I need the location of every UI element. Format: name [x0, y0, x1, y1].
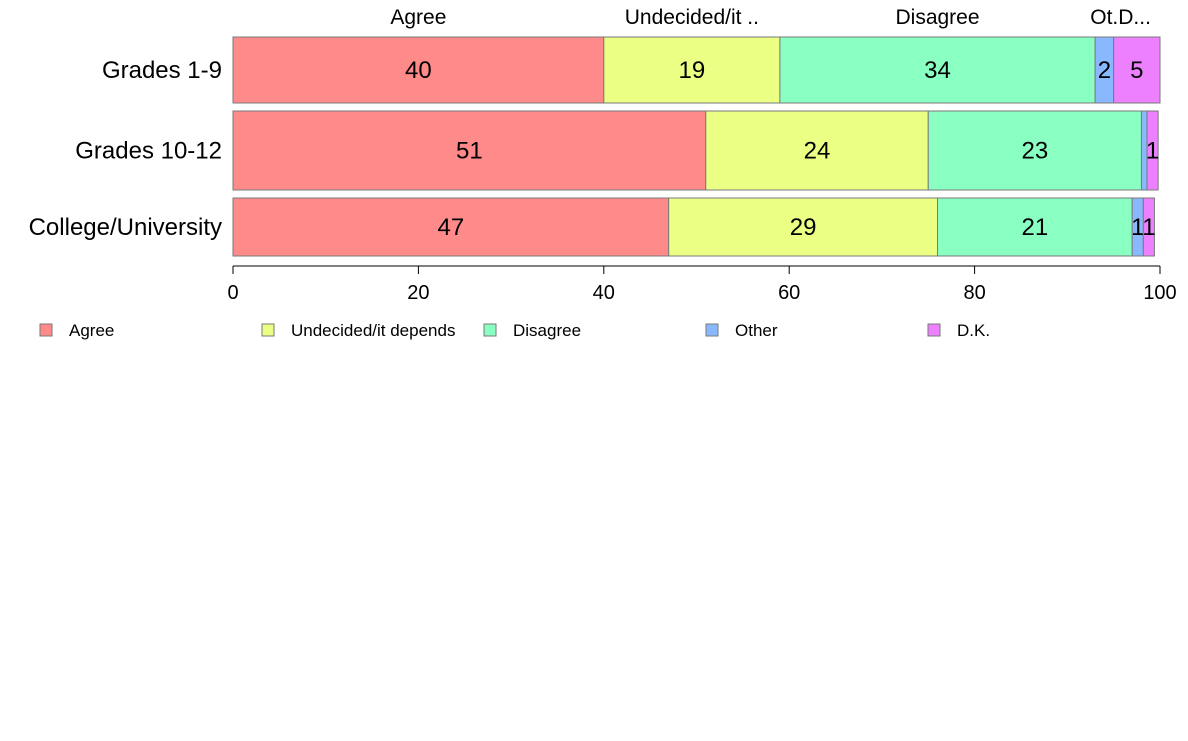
- top-series-label: Undecided/it ..: [625, 6, 759, 29]
- legend-swatch: [927, 323, 941, 337]
- data-label: 34: [924, 57, 951, 84]
- top-labels: Agree Undecided/it .. Disagree Ot.D...: [390, 6, 1151, 29]
- legend-label: Undecided/it depends: [291, 321, 455, 340]
- bar-segment: [232, 110, 707, 191]
- data-label: 21: [1022, 214, 1049, 241]
- data-label: 19: [679, 57, 706, 84]
- bar-segment: [1142, 197, 1155, 257]
- data-label: 29: [790, 214, 817, 241]
- top-series-label: Ot.D...: [1090, 6, 1151, 29]
- x-axis: 0 20 40 60 80 100: [227, 265, 1177, 304]
- x-tick-label: 20: [407, 282, 429, 304]
- legend-swatch: [261, 323, 275, 337]
- x-tick-label: 80: [963, 282, 985, 304]
- data-label: 1: [1131, 214, 1144, 241]
- category-label: College/University: [29, 214, 222, 241]
- bar-segment: [779, 36, 1096, 104]
- legend-label: D.K.: [957, 321, 990, 340]
- x-tick-label: 100: [1143, 282, 1176, 304]
- data-label: 5: [1130, 57, 1143, 84]
- legend-label: Disagree: [513, 321, 581, 340]
- data-label: 1: [1142, 214, 1155, 241]
- legend-swatch: [39, 323, 53, 337]
- bar-segment: [937, 197, 1133, 257]
- data-label: 51: [456, 138, 483, 165]
- data-label: 24: [804, 138, 831, 165]
- legend-item: Undecided/it depends: [261, 321, 455, 340]
- bar-segment: [232, 197, 670, 257]
- bar-segment: [668, 197, 939, 257]
- data-label: 47: [437, 214, 464, 241]
- data-label: 40: [405, 57, 432, 84]
- bar-segment: [1113, 36, 1161, 104]
- x-tick-label: 0: [227, 282, 238, 304]
- bar-segment: [1146, 110, 1159, 191]
- x-tick-label: 40: [593, 282, 615, 304]
- legend-label: Agree: [69, 321, 114, 340]
- bar-row: 40 19 34 2 5: [232, 36, 1161, 104]
- legend: Agree Undecided/it depends Disagree Other D.…: [39, 321, 990, 340]
- top-series-label: Agree: [390, 6, 446, 29]
- x-tick-label: 60: [778, 282, 800, 304]
- top-series-label: Disagree: [895, 6, 979, 29]
- legend-swatch: [705, 323, 719, 337]
- category-label: Grades 1-9: [102, 57, 222, 84]
- data-label: 23: [1022, 138, 1049, 165]
- bar-row: 51 24 23 1: [232, 110, 1159, 191]
- legend-label: Other: [735, 321, 778, 340]
- data-label: 1: [1146, 138, 1159, 165]
- legend-swatch: [483, 323, 497, 337]
- legend-item: D.K.: [927, 321, 990, 340]
- bar-row: 47 29 21 11: [232, 197, 1156, 257]
- bar-rows: 40 19 34 2 551 24 23 147 29 21 11: [232, 36, 1161, 257]
- category-label: Grades 10-12: [75, 138, 222, 165]
- legend-item: Other: [705, 321, 778, 340]
- bar-segment: [603, 36, 781, 104]
- legend-item: Agree: [39, 321, 114, 340]
- bar-segment: [705, 110, 929, 191]
- row-labels: Grades 1-9 Grades 10-12 College/University: [29, 57, 222, 241]
- bar-segment: [927, 110, 1142, 191]
- legend-item: Disagree: [483, 321, 581, 340]
- data-label: 2: [1098, 57, 1111, 84]
- bar-segment: [232, 36, 605, 104]
